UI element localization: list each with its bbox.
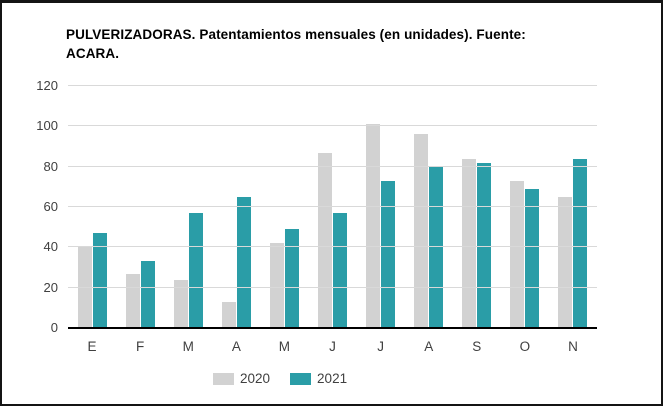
x-tick-label-1: E [87, 339, 97, 354]
bar-2021-month-11 [573, 158, 588, 328]
bar-group-7 [357, 86, 405, 328]
bar-2020-month-3 [173, 279, 188, 328]
y-axis: 0 20 40 60 80 100 120 [16, 78, 58, 335]
gridline-40 [68, 246, 597, 248]
bar-2020-month-11 [558, 196, 573, 328]
y-tick-label-0: 0 [50, 320, 58, 335]
bar-group-2 [116, 86, 164, 328]
legend-item-2021: 2021 [290, 371, 347, 386]
gridline-120 [68, 85, 597, 86]
bar-2021-month-6 [333, 213, 348, 328]
x-tick-label-9: S [472, 339, 482, 354]
x-tick-label-5: M [278, 339, 291, 354]
bar-2020-month-4 [221, 301, 236, 328]
bar-group-11 [549, 86, 597, 328]
gridline-60 [68, 206, 597, 207]
bar-2021-month-5 [284, 229, 299, 328]
bar-2020-month-9 [462, 158, 477, 328]
bar-2020-month-7 [366, 124, 381, 328]
bar-2021-month-9 [477, 162, 492, 328]
gridline-100 [68, 125, 597, 127]
plot-area [68, 85, 597, 329]
y-tick-label-60: 60 [43, 199, 58, 214]
bar-2021-month-7 [381, 180, 396, 328]
chart-title: PULVERIZADORAS. Patentamientos mensuales… [66, 27, 526, 61]
bar-2020-month-8 [414, 134, 429, 328]
gridline-80 [68, 165, 597, 167]
bar-2020-month-10 [510, 180, 525, 328]
bar-2021-month-2 [140, 261, 155, 328]
bar-groups [68, 86, 597, 328]
y-tick-label-120: 120 [36, 78, 58, 93]
x-tick-label-11: N [568, 339, 578, 354]
legend-item-2020: 2020 [213, 371, 270, 386]
bar-2020-month-2 [125, 273, 140, 328]
bar-2021-month-3 [188, 213, 203, 328]
legend-label-2021: 2021 [317, 371, 348, 386]
y-tick-label-40: 40 [43, 239, 58, 255]
x-axis-line [68, 327, 597, 329]
bar-2020-month-1 [77, 247, 92, 328]
bar-group-4 [212, 86, 260, 328]
bar-2021-month-4 [236, 196, 251, 328]
legend-swatch-2020 [213, 372, 234, 385]
x-tick-label-2: F [136, 339, 145, 354]
y-tick-label-80: 80 [43, 158, 58, 174]
legend: 2020 2021 [213, 371, 347, 386]
bar-group-3 [164, 86, 212, 328]
x-tick-label-8: A [424, 339, 434, 354]
bar-2021-month-10 [525, 188, 540, 328]
y-tick-label-100: 100 [36, 118, 58, 134]
bar-2020-month-6 [318, 152, 333, 328]
x-tick-label-10: O [519, 339, 531, 354]
x-tick-label-3: M [182, 339, 194, 354]
y-tick-label-20: 20 [43, 279, 58, 295]
legend-label-2020: 2020 [240, 371, 271, 386]
x-tick-label-6: J [329, 339, 336, 354]
bar-group-8 [405, 86, 453, 328]
bar-group-5 [260, 86, 308, 328]
gridline-20 [68, 286, 597, 288]
legend-swatch-2021 [290, 372, 312, 385]
bar-2021-month-1 [92, 233, 107, 328]
bar-group-10 [501, 86, 549, 328]
bar-group-6 [308, 86, 356, 328]
x-tick-label-7: J [377, 339, 384, 354]
bar-2020-month-5 [269, 243, 284, 328]
bar-group-9 [453, 86, 501, 328]
bar-group-1 [68, 86, 116, 328]
x-tick-label-4: A [231, 339, 241, 354]
